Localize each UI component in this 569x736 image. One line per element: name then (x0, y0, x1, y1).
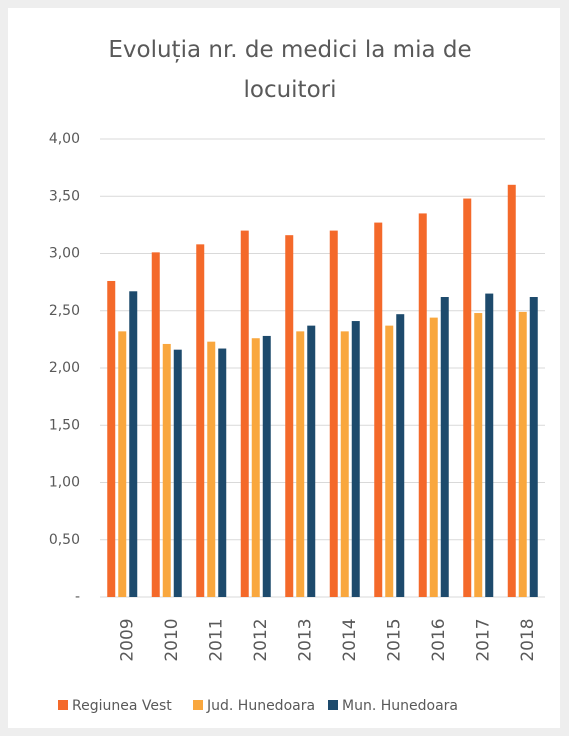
bar (440, 297, 449, 597)
y-tick-label: 0,50 (49, 532, 80, 548)
x-tick-label: 2016 (429, 618, 449, 661)
bar (507, 184, 516, 598)
bar (296, 331, 305, 597)
bar (285, 235, 294, 597)
bar (218, 348, 227, 597)
bar (374, 222, 383, 597)
x-tick-label: 2015 (384, 618, 404, 661)
bar (385, 325, 394, 597)
x-tick-label: 2011 (206, 618, 226, 661)
legend-label: Regiunea Vest (72, 698, 172, 714)
y-tick-label: 1,00 (49, 475, 80, 491)
legend-label: Mun. Hunedoara (342, 698, 458, 714)
bar (107, 280, 116, 597)
bar (162, 343, 171, 597)
y-tick-label: 3,00 (49, 246, 80, 262)
x-tick-label: 2013 (295, 618, 315, 661)
bar (518, 311, 527, 597)
x-tick-label: 2009 (117, 618, 137, 661)
y-tick-label: 3,50 (49, 188, 80, 204)
bar (307, 325, 316, 597)
y-tick-label: 2,50 (49, 303, 80, 319)
bar (351, 321, 360, 597)
x-tick-label: 2014 (340, 618, 360, 661)
chart-title: Evoluția nr. de medici la mia de locuito… (108, 37, 472, 103)
bar (151, 252, 160, 598)
bar (485, 293, 494, 597)
bar (396, 314, 405, 597)
legend-swatch (328, 700, 338, 710)
y-tick-label: 4,00 (49, 131, 80, 147)
bar (118, 331, 127, 597)
bar (529, 297, 538, 597)
y-tick-label: - (75, 589, 80, 605)
bar (463, 198, 472, 598)
bar (207, 341, 216, 597)
legend-swatch (193, 700, 203, 710)
bar (429, 317, 438, 597)
x-tick-label: 2012 (251, 618, 271, 661)
bar (240, 230, 249, 597)
bar (329, 230, 338, 597)
legend-swatch (58, 700, 68, 710)
x-tick-label: 2010 (162, 618, 182, 661)
bar (418, 213, 427, 598)
bar (196, 244, 205, 597)
bar (340, 331, 349, 597)
x-tick-label: 2017 (473, 618, 493, 661)
bar (474, 313, 483, 597)
legend-label: Jud. Hunedoara (206, 698, 315, 714)
y-tick-label: 1,50 (49, 417, 80, 433)
bar (251, 338, 260, 597)
bar (262, 335, 271, 597)
y-tick-label: 2,00 (49, 360, 80, 376)
bar (129, 291, 138, 597)
x-tick-label: 2018 (518, 618, 538, 661)
bar (173, 349, 182, 597)
